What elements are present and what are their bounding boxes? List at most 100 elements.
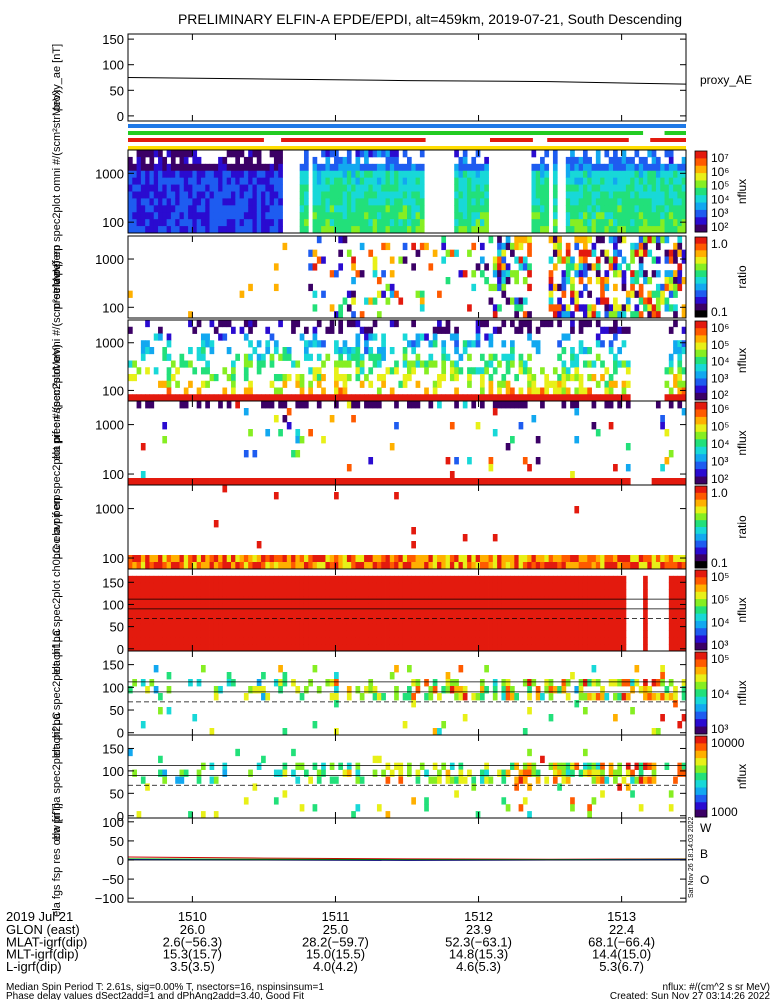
heatmap-cell xyxy=(334,380,339,388)
heatmap-cell xyxy=(677,263,683,271)
heatmap-cell xyxy=(681,616,687,625)
heatmap-cell xyxy=(673,575,678,584)
heatmap-cell xyxy=(587,804,592,812)
heatmap-cell xyxy=(243,360,249,368)
heatmap-cell xyxy=(479,596,485,604)
heatmap-cell xyxy=(600,582,605,590)
heatmap-cell xyxy=(291,589,296,597)
heatmap-cell xyxy=(437,610,442,618)
heatmap-cell xyxy=(561,387,567,395)
heatmap-cell xyxy=(458,610,464,618)
heatmap-cell xyxy=(389,387,395,395)
heatmap-cell xyxy=(303,630,309,638)
heatmap-cell xyxy=(613,236,618,244)
heatmap-cell xyxy=(243,575,249,584)
heatmap-cell xyxy=(544,163,550,172)
heatmap-cell xyxy=(561,394,567,402)
heatmap-cell xyxy=(359,184,365,192)
heatmap-cell xyxy=(428,630,434,638)
heatmap-cell xyxy=(239,610,245,618)
heatmap-cell xyxy=(325,679,331,687)
heatmap-cell xyxy=(673,311,678,319)
heatmap-cell xyxy=(617,575,623,584)
heatmap-cell xyxy=(570,263,575,271)
heatmap-cell xyxy=(561,762,567,770)
heatmap-cell xyxy=(162,610,168,618)
heatmap-cell xyxy=(415,562,421,570)
heatmap-cell xyxy=(479,163,485,172)
heatmap-cell xyxy=(497,596,502,604)
heatmap-cell xyxy=(488,623,494,631)
heatmap-cell xyxy=(681,603,687,611)
heatmap-cell xyxy=(432,340,438,348)
heatmap-cell xyxy=(437,575,442,584)
heatmap-cell xyxy=(385,156,391,165)
heatmap-cell xyxy=(557,340,562,348)
heatmap-cell xyxy=(265,623,271,631)
heatmap-cell xyxy=(552,198,558,206)
heatmap-cell xyxy=(359,555,365,563)
heatmap-cell xyxy=(291,769,296,777)
heatmap-cell xyxy=(655,256,661,264)
heatmap-cell xyxy=(252,163,258,172)
heatmap-cell xyxy=(419,562,425,570)
heatmap-cell xyxy=(419,360,425,368)
heatmap-cell xyxy=(398,478,404,486)
heatmap-cell xyxy=(239,616,245,625)
heatmap-cell xyxy=(441,721,447,729)
heatmap-cell xyxy=(458,693,464,701)
heatmap-cell xyxy=(269,380,275,388)
heatmap-cell xyxy=(252,150,258,158)
heatmap-cell xyxy=(200,478,206,486)
heatmap-cell xyxy=(522,562,528,570)
heatmap-cell xyxy=(484,212,489,220)
heatmap-cell xyxy=(278,630,283,638)
heatmap-cell xyxy=(299,623,305,631)
heatmap-cell xyxy=(677,236,683,244)
heatmap-cell xyxy=(329,582,335,590)
heatmap-cell xyxy=(441,762,447,770)
heatmap-cell xyxy=(381,177,386,185)
heatmap-cell xyxy=(673,283,678,292)
heatmap-cell xyxy=(299,163,305,172)
heatmap-cell xyxy=(338,637,344,645)
heatmap-cell xyxy=(557,630,562,638)
colorbar-swatch xyxy=(695,787,707,796)
heatmap-cell xyxy=(613,226,618,234)
heatmap-cell xyxy=(338,170,344,179)
heatmap-cell xyxy=(677,191,683,199)
heatmap-cell xyxy=(613,256,618,264)
heatmap-cell xyxy=(668,644,674,652)
heatmap-cell xyxy=(655,562,661,570)
heatmap-cell xyxy=(346,320,352,328)
heatmap-cell xyxy=(273,637,279,645)
heatmap-cell xyxy=(595,212,601,220)
heatmap-cell xyxy=(501,769,507,777)
heatmap-cell xyxy=(432,644,438,652)
heatmap-cell xyxy=(282,790,288,798)
heatmap-cell xyxy=(334,555,339,563)
heatmap-cell xyxy=(501,290,507,298)
heatmap-cell xyxy=(501,603,507,611)
heatmap-cell xyxy=(376,603,382,611)
heatmap-cell xyxy=(617,644,623,652)
heatmap-cell xyxy=(316,236,322,244)
heatmap-cell xyxy=(613,263,618,271)
heatmap-cell xyxy=(634,304,640,312)
heatmap-cell xyxy=(578,589,584,597)
heatmap-cell xyxy=(625,304,631,312)
heatmap-cell xyxy=(449,562,455,570)
heatmap-cell xyxy=(604,256,610,264)
heatmap-cell xyxy=(286,374,292,382)
heatmap-cell xyxy=(419,333,425,341)
heatmap-cell xyxy=(544,394,550,402)
colorbar-swatch xyxy=(695,613,707,622)
heatmap-cell xyxy=(286,422,292,430)
heatmap-cell xyxy=(407,340,412,348)
heatmap-cell xyxy=(664,191,670,199)
heatmap-cell xyxy=(595,769,601,777)
heatmap-cell xyxy=(196,589,202,597)
heatmap-cell xyxy=(376,198,382,206)
heatmap-cell xyxy=(235,205,240,213)
heatmap-cell xyxy=(205,575,210,584)
